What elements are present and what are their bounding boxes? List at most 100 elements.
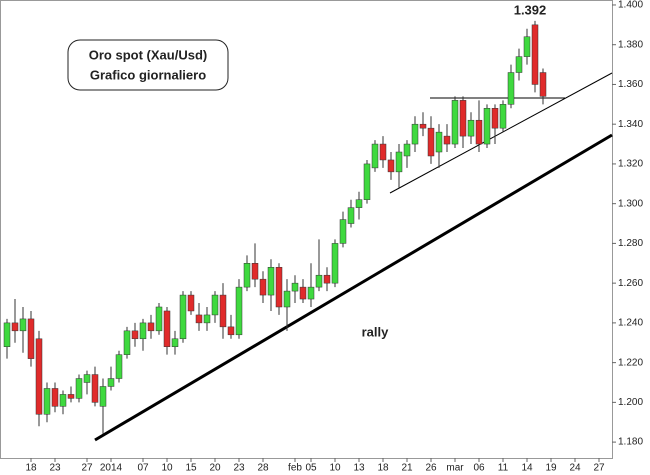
candle-body: [427, 127, 435, 157]
title-box: [67, 39, 229, 91]
candle-body: [67, 394, 75, 399]
candle-body: [435, 131, 443, 153]
candle-body: [371, 143, 379, 169]
candle-body: [83, 374, 91, 383]
y-tick-label: 1.300: [618, 198, 643, 209]
y-tick-label: 1.380: [618, 39, 643, 50]
x-tick-label: 24: [569, 463, 581, 474]
candle-body: [211, 294, 219, 316]
y-tick-label: 1.240: [618, 318, 643, 329]
candle-body: [347, 207, 355, 224]
candle-body: [315, 274, 323, 288]
x-tick-label: 06: [473, 463, 485, 474]
candle-body: [291, 282, 299, 292]
candle-body: [99, 386, 107, 407]
candle-body: [195, 314, 203, 324]
candle-body: [115, 354, 123, 379]
x-tick-label: mar: [446, 463, 464, 474]
candle-body: [275, 266, 283, 308]
candle-body: [491, 108, 499, 129]
candle-body: [403, 143, 411, 157]
candle-body: [51, 388, 59, 407]
candle-body: [43, 388, 51, 415]
annotation: rally: [362, 324, 390, 339]
y-tick-label: 1.360: [618, 79, 643, 90]
candle-body: [163, 310, 171, 347]
x-tick-label: 23: [233, 463, 245, 474]
y-tick-label: 1.280: [618, 238, 643, 249]
candle-body: [147, 322, 155, 332]
x-tick-label: 27: [81, 463, 93, 474]
annotation: Oro spot (Xau/Usd): [89, 47, 207, 62]
y-tick-label: 1.200: [618, 397, 643, 408]
candle-body: [387, 159, 395, 173]
x-tick-label: 26: [425, 463, 437, 474]
candle-body: [339, 219, 347, 244]
y-tick-label: 1.220: [618, 357, 643, 368]
y-tick-label: 1.340: [618, 119, 643, 130]
y-tick-label: 1.320: [618, 159, 643, 170]
candle-body: [499, 104, 507, 129]
candle-body: [3, 322, 11, 347]
candle-body: [323, 274, 331, 284]
candle-body: [251, 263, 259, 280]
x-tick-label: 10: [329, 463, 341, 474]
candle-body: [299, 286, 307, 300]
candle-body: [131, 330, 139, 340]
x-tick-label: 18: [377, 463, 389, 474]
candle-body: [451, 100, 459, 145]
x-tick-label: 27: [593, 463, 605, 474]
candle-body: [35, 338, 43, 415]
x-tick-label: feb: [288, 463, 302, 474]
candle-body: [331, 243, 339, 284]
candle-body: [283, 290, 291, 308]
candle-body: [219, 294, 227, 328]
candle-body: [355, 199, 363, 208]
candle-body: [379, 143, 387, 161]
candle-body: [139, 322, 147, 340]
candle-body: [531, 24, 539, 85]
y-tick-label: 1.180: [618, 437, 643, 448]
candle-body: [19, 318, 27, 332]
candle-body: [411, 123, 419, 145]
candle-body: [59, 394, 67, 407]
candle-body: [75, 378, 83, 399]
candle-body: [11, 322, 19, 332]
x-tick-label: 11: [498, 463, 509, 474]
candle-body: [91, 374, 99, 403]
trend-line: [389, 72, 613, 194]
x-tick-label: 20: [209, 463, 221, 474]
annotation: Grafico giornaliero: [90, 67, 206, 82]
candle-body: [171, 338, 179, 347]
candle-body: [107, 378, 115, 387]
x-tick-label: 07: [137, 463, 149, 474]
trend-line: [94, 133, 613, 442]
candle-body: [419, 123, 427, 129]
candle-body: [307, 286, 315, 300]
x-tick-label: 18: [25, 463, 37, 474]
annotation: 1.392: [514, 2, 547, 17]
x-tick-label: 15: [185, 463, 197, 474]
candle-body: [27, 318, 35, 359]
candle-body: [475, 119, 483, 145]
candle-body: [123, 330, 131, 355]
candle-body: [227, 326, 235, 336]
candle-body: [507, 72, 515, 105]
candle-body: [443, 135, 451, 145]
x-tick-label: 21: [401, 463, 413, 474]
x-tick-label: 14: [521, 463, 533, 474]
candle-body: [267, 266, 275, 296]
x-tick-label: 23: [49, 463, 61, 474]
candle-body: [467, 119, 475, 137]
x-tick-label: 28: [257, 463, 269, 474]
candle-body: [235, 286, 243, 336]
x-tick-label: 19: [545, 463, 557, 474]
y-tick-label: 1.260: [618, 278, 643, 289]
candle-body: [523, 36, 531, 57]
x-tick-label: 10: [161, 463, 173, 474]
candle-body: [203, 314, 211, 324]
candle-body: [483, 108, 491, 145]
x-tick-label: 13: [353, 463, 365, 474]
candle-body: [243, 263, 251, 288]
